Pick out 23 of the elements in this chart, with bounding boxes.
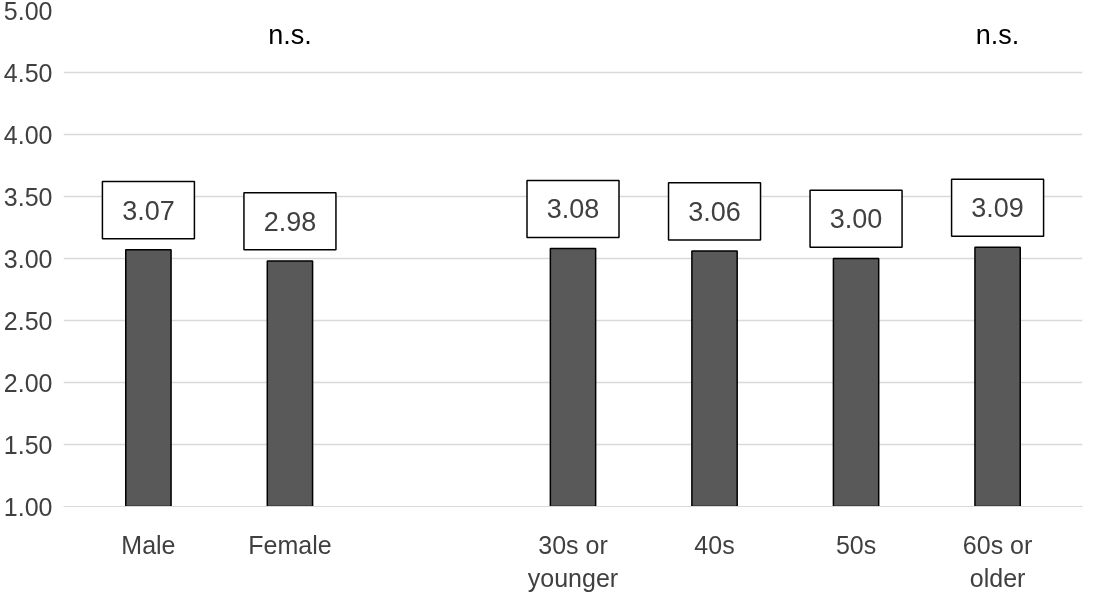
- y-tick-label: 2.50: [3, 306, 53, 335]
- data-label: 3.08: [546, 194, 600, 225]
- x-tick-label: Female: [248, 530, 332, 559]
- data-label: 3.06: [688, 196, 741, 227]
- x-tick-label: 40s: [694, 530, 735, 559]
- y-tick-label: 5.00: [3, 0, 53, 25]
- y-tick-label: 1.00: [3, 492, 53, 521]
- annotation: n.s.: [268, 20, 312, 51]
- x-tick-label: 30s or younger: [527, 530, 619, 593]
- x-tick-label: Male: [121, 530, 176, 559]
- y-tick-label: 3.50: [3, 182, 53, 211]
- y-tick-label: 4.50: [3, 58, 53, 87]
- y-tick-label: 4.00: [3, 120, 53, 149]
- data-label: 3.00: [829, 204, 883, 235]
- y-tick-label: 3.00: [3, 244, 53, 273]
- data-label: 3.09: [971, 193, 1024, 224]
- y-tick-label: 2.00: [3, 368, 53, 397]
- data-label: 2.98: [263, 206, 317, 237]
- x-tick-label: 60s or older: [962, 530, 1033, 593]
- data-label: 3.07: [122, 195, 175, 226]
- x-tick-label: 50s: [835, 530, 877, 559]
- annotation: n.s.: [975, 20, 1020, 51]
- y-tick-label: 1.50: [3, 430, 53, 459]
